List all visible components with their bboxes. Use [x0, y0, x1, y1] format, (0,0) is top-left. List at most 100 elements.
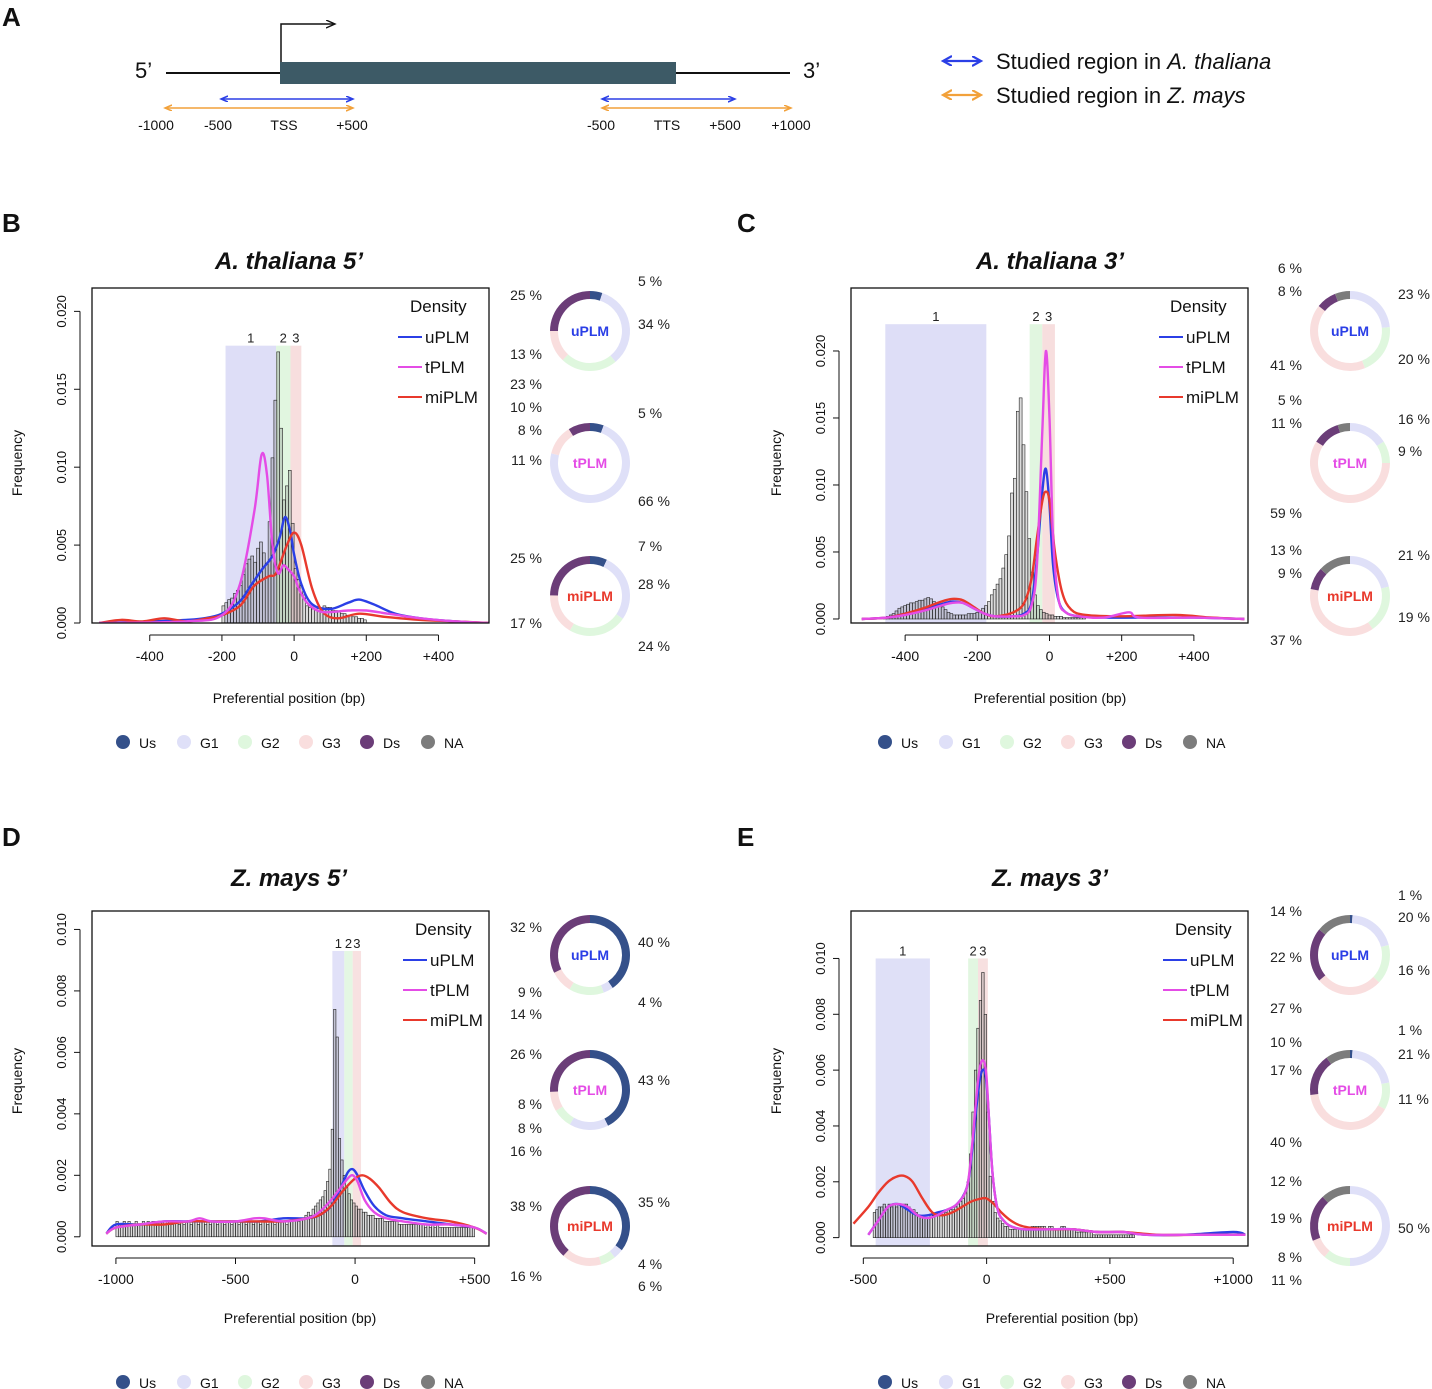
five-prime-label: 5’ [135, 58, 152, 83]
panel-letter: C [737, 208, 756, 238]
category-dot-g2 [238, 1375, 252, 1389]
histogram-bar [385, 1221, 389, 1238]
donut-percent-label: 12 % [1270, 1173, 1302, 1189]
x-tick-label: -200 [963, 648, 991, 664]
histogram-bar [314, 1205, 318, 1238]
histogram-bar [1124, 1234, 1128, 1238]
histogram-bar [1075, 1231, 1079, 1238]
histogram-bar [1050, 614, 1055, 620]
category-label-na: NA [1206, 735, 1226, 751]
histogram-bar [263, 1221, 267, 1238]
category-dot-na [421, 1375, 435, 1389]
region-label: +1000 [771, 117, 811, 133]
histogram-bar [335, 1036, 339, 1238]
category-dot-ds [360, 1375, 374, 1389]
region-label: -500 [204, 117, 232, 133]
histogram-bar [426, 1224, 430, 1238]
histogram-bar [943, 609, 948, 620]
histogram-bar [436, 1224, 440, 1238]
donut-slice-ds [1318, 293, 1338, 312]
plot-frame [850, 287, 1249, 624]
histogram-bar [381, 1218, 385, 1238]
histogram-bar [917, 1214, 921, 1238]
histogram-bar [280, 1221, 284, 1238]
histogram-bar [330, 1128, 334, 1238]
histogram-bar [944, 1212, 948, 1238]
histogram-bar [1001, 567, 1006, 620]
histogram-bar [1080, 1231, 1084, 1238]
donut-percent-label: 5 % [1278, 392, 1302, 408]
legend-label-tplm: tPLM [1186, 358, 1226, 377]
histogram-bar [194, 1221, 198, 1238]
histogram-bar [414, 1224, 418, 1238]
tss-arrow [280, 24, 334, 62]
donut-percent-label: 14 % [510, 1006, 542, 1022]
histogram-bar [239, 1221, 243, 1238]
histogram-bar [308, 607, 312, 623]
histogram-bar [998, 578, 1003, 620]
histogram-bar [1099, 1234, 1103, 1238]
histogram-bar [351, 616, 356, 623]
category-label-g3: G3 [1084, 1375, 1103, 1389]
histogram-bar [1107, 1234, 1111, 1238]
category-legend: Us G1 G2 G3 Ds NA [878, 1375, 1226, 1389]
category-dot-g1 [939, 1375, 953, 1389]
histogram-bar [1021, 444, 1026, 620]
donut-miplm: miPLM 35 % 4 % 6 % 38 % 16 % [510, 1186, 670, 1294]
donut-percent-label: 21 % [1398, 547, 1430, 563]
histogram-bar [1059, 615, 1063, 620]
band-label: 3 [353, 936, 360, 951]
donut-percent-label: 13 % [510, 346, 542, 362]
histogram-bar [407, 1224, 411, 1238]
donut-center-label: tPLM [573, 1082, 607, 1098]
donut-percent-label: 7 % [638, 538, 662, 554]
category-label-us: Us [139, 1375, 156, 1389]
histogram-bar [223, 1224, 227, 1238]
histogram-bar [218, 1221, 222, 1238]
legend-label-miplm: miPLM [1186, 388, 1239, 407]
histogram-bar [1036, 605, 1040, 620]
histogram-bar [283, 1221, 287, 1238]
donut-percent-label: 19 % [1398, 609, 1430, 625]
legend-title: Density [415, 920, 472, 939]
donut-slice-ds [550, 915, 590, 973]
donut-slice-ds [550, 1050, 590, 1092]
histogram-bar [144, 1224, 148, 1238]
histogram-bar [397, 1224, 401, 1238]
donut-percent-label: 59 % [1270, 505, 1302, 521]
histogram-bar [208, 1224, 212, 1238]
x-tick-label: +1000 [1214, 1271, 1254, 1287]
x-tick-label: 0 [290, 648, 298, 664]
chart-title: A. thaliana 3’ [975, 248, 1124, 275]
histogram-bar [262, 552, 266, 623]
donut-slice-g3 [1312, 1237, 1330, 1257]
histogram-bar [371, 1214, 375, 1238]
histogram-bar [360, 618, 364, 623]
histogram-bar [897, 1203, 901, 1238]
histogram-bar [273, 399, 278, 623]
histogram-bar [311, 608, 315, 623]
donut-slice-us [590, 1186, 630, 1251]
category-label-g3: G3 [322, 735, 341, 751]
histogram-bar [1129, 1234, 1133, 1238]
donut-slice-na [1334, 291, 1350, 302]
histogram-bar [278, 1221, 282, 1238]
histogram-bar [1077, 1231, 1081, 1238]
histogram-bar [880, 1206, 884, 1238]
band-label: 3 [292, 331, 299, 346]
histogram-bar [433, 1227, 437, 1238]
x-axis-label: Preferential position (bp) [213, 690, 366, 706]
density-line-tplm [861, 349, 1245, 621]
histogram-bar [1039, 609, 1043, 620]
histogram-bar [266, 1224, 270, 1238]
histogram-bar [469, 1227, 473, 1238]
histogram-bar [996, 1217, 1000, 1238]
histogram-bar [189, 1224, 193, 1238]
histogram-bar [1010, 492, 1014, 620]
histogram-bar [1082, 1231, 1086, 1238]
histogram-bar [955, 614, 959, 620]
histogram-bar [1112, 1234, 1116, 1238]
donut-slice-g2 [555, 1106, 574, 1125]
donut-percent-label: 25 % [510, 287, 542, 303]
category-label-ds: Ds [383, 735, 400, 751]
